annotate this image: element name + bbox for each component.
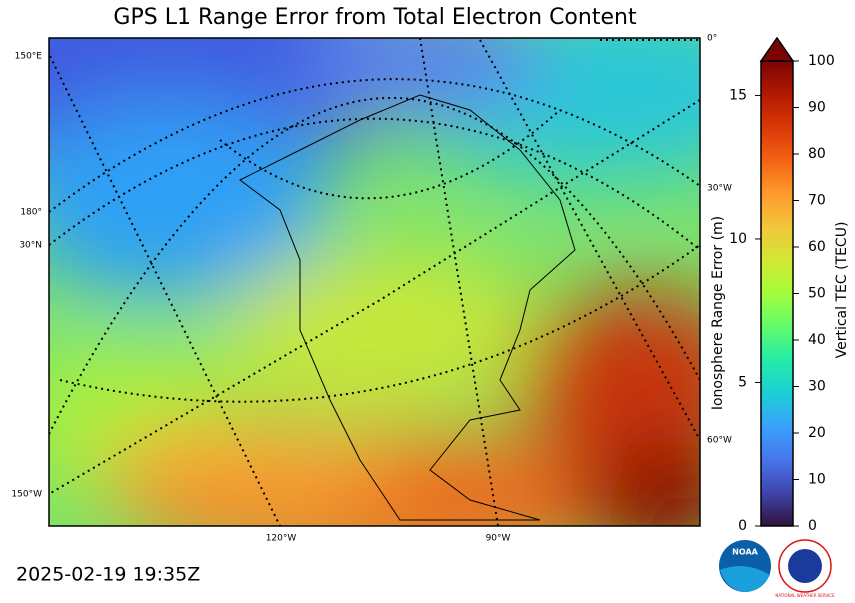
graticule-label: 150°W (11, 490, 42, 500)
range-tick-label: 0 (738, 518, 747, 534)
graticule-label: 180° (20, 208, 42, 218)
map (49, 38, 700, 526)
graticule-label: 0° (707, 34, 717, 44)
range-axis-label: Ionosphere Range Error (m) (710, 216, 726, 410)
colorbar-fill (760, 60, 794, 527)
colorbar-tick-label: 100 (808, 53, 835, 69)
colorbar-label: Vertical TEC (TECU) (834, 222, 850, 359)
timestamp: 2025-02-19 19:35Z (16, 564, 200, 586)
colorbar-extend (759, 36, 795, 62)
map-frame (48, 37, 701, 527)
colorbar-tick-label: 70 (808, 193, 826, 209)
colorbar-tick-label: 30 (808, 379, 826, 395)
colorbar-tick-label: 10 (808, 472, 826, 488)
coastline (239, 94, 576, 521)
graticule-label: 90°W (486, 534, 511, 544)
colorbar-tick-label: 60 (808, 239, 826, 255)
graticule-label: 30°W (707, 184, 732, 194)
range-tick-label: 5 (738, 374, 747, 390)
colorbar-tick-label: 80 (808, 146, 826, 162)
range-tick-label: 15 (729, 87, 747, 103)
colorbar-tick-label: 0 (808, 518, 817, 534)
colorbar: 0 10 20 30 40 50 60 70 80 90 100 0 5 10 15 (729, 36, 835, 534)
graticule-label: 60°W (707, 436, 732, 446)
graticule-label: 30°N (19, 241, 42, 251)
logos: NOAA NATIONAL WEATHER SERVICE (719, 539, 835, 598)
colorbar-tick-label: 90 (808, 100, 826, 116)
noaa-text: NOAA (732, 548, 758, 557)
graticule (49, 38, 700, 526)
range-tick-label: 10 (729, 231, 747, 247)
graticule-label: 150°E (15, 52, 43, 62)
colorbar-tick-label: 40 (808, 332, 826, 348)
nws-text: NATIONAL WEATHER SERVICE (775, 593, 835, 598)
colorbar-tick-label: 20 (808, 425, 826, 441)
graticule-label: 120°W (266, 534, 297, 544)
colorbar-tick-label: 50 (808, 286, 826, 302)
title: GPS L1 Range Error from Total Electron C… (113, 5, 637, 30)
